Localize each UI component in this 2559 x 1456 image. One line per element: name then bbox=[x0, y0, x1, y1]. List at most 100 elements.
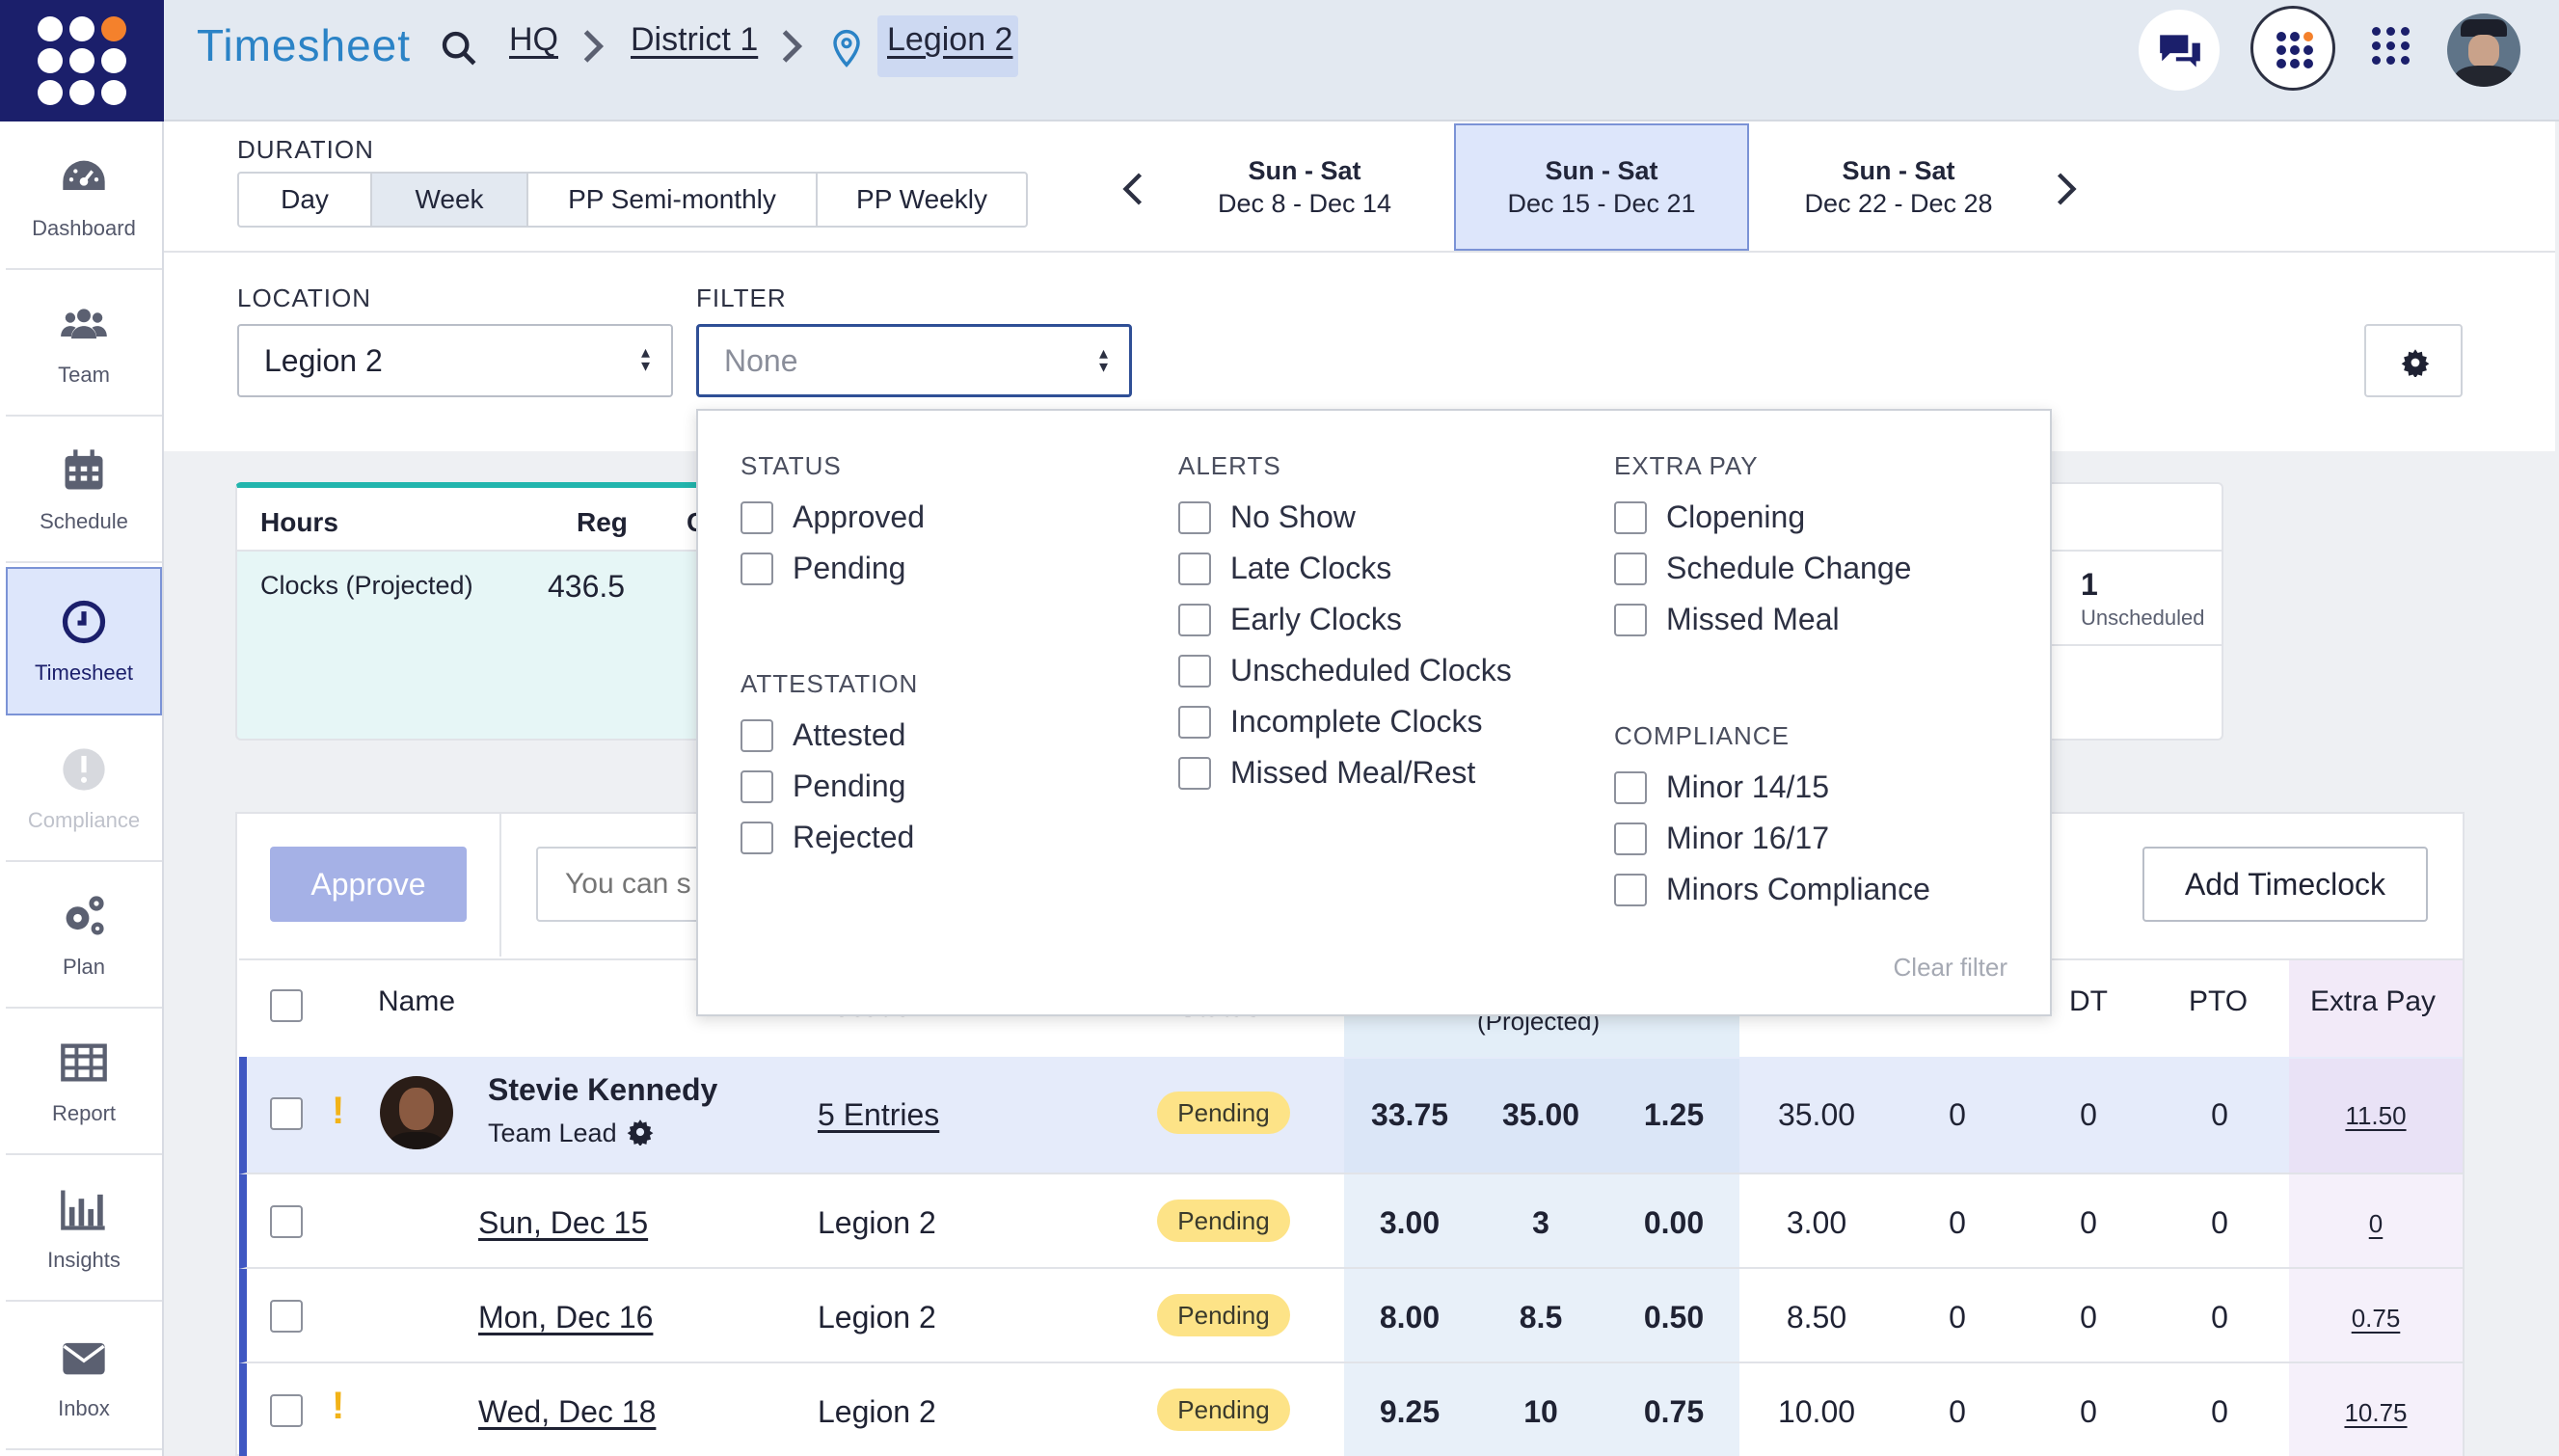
filter-option-early-clocks[interactable]: Early Clocks bbox=[1178, 602, 1402, 637]
sidebar-item-timesheet[interactable]: Timesheet bbox=[6, 567, 162, 715]
option-checkbox[interactable] bbox=[1178, 500, 1211, 534]
chevron-right-icon[interactable] bbox=[2052, 170, 2081, 208]
breadcrumb-location[interactable]: Legion 2 bbox=[887, 21, 1013, 58]
filter-option-missed-meal-rest[interactable]: Missed Meal/Rest bbox=[1178, 755, 1475, 791]
option-checkbox[interactable] bbox=[741, 552, 773, 585]
row-checkbox[interactable] bbox=[270, 1300, 303, 1333]
date-link[interactable]: Mon, Dec 16 bbox=[478, 1300, 654, 1335]
sidebar-item-label: Team bbox=[58, 363, 110, 387]
breadcrumb-hq[interactable]: HQ bbox=[509, 21, 558, 58]
approve-button[interactable]: Approve bbox=[270, 847, 467, 922]
sidebar-item-label: Compliance bbox=[27, 808, 141, 832]
filter-option-missed-meal[interactable]: Missed Meal bbox=[1614, 602, 1840, 637]
sidebar-item-inbox[interactable]: Inbox bbox=[6, 1306, 162, 1450]
grid-menu-icon[interactable] bbox=[2372, 27, 2410, 65]
filter-option-unscheduled-clocks[interactable]: Unscheduled Clocks bbox=[1178, 653, 1512, 688]
option-checkbox[interactable] bbox=[1614, 552, 1647, 585]
location-pin-icon bbox=[833, 29, 860, 67]
duration-week[interactable]: Week bbox=[370, 172, 528, 228]
gear-icon[interactable] bbox=[627, 1119, 654, 1146]
filter-dropdown: STATUS Approved Pending ATTESTATION Atte… bbox=[696, 409, 2052, 1016]
column-header-dt[interactable]: DT bbox=[2069, 985, 2108, 1017]
option-checkbox[interactable] bbox=[1614, 603, 1647, 636]
app-logo[interactable] bbox=[0, 0, 164, 121]
search-icon[interactable] bbox=[440, 29, 478, 67]
entries-link[interactable]: 5 Entries bbox=[818, 1097, 940, 1132]
duration-pp-semi-monthly[interactable]: PP Semi-monthly bbox=[526, 172, 818, 228]
filter-option-minor-16-17[interactable]: Minor 16/17 bbox=[1614, 821, 1829, 856]
row-checkbox[interactable] bbox=[270, 1097, 303, 1130]
extra-pay-link[interactable]: 11.50 bbox=[2345, 1101, 2407, 1130]
breadcrumb-current-bg bbox=[877, 15, 1018, 77]
option-checkbox[interactable] bbox=[1178, 552, 1211, 585]
chat-button[interactable] bbox=[2139, 10, 2220, 91]
column-header-extra-pay[interactable]: Extra Pay bbox=[2310, 985, 2437, 1017]
extra-pay-link[interactable]: 0.75 bbox=[2351, 1304, 2401, 1333]
date-link[interactable]: Wed, Dec 18 bbox=[478, 1394, 657, 1429]
value-cell: 8.50 bbox=[1786, 1300, 1847, 1335]
option-checkbox[interactable] bbox=[1178, 654, 1211, 688]
filter-option-clopening[interactable]: Clopening bbox=[1614, 499, 1805, 535]
dropdown-section-alerts: ALERTS bbox=[1178, 451, 1281, 480]
add-timeclock-button[interactable]: Add Timeclock bbox=[2142, 847, 2428, 922]
filter-option-late-clocks[interactable]: Late Clocks bbox=[1178, 551, 1391, 586]
option-checkbox[interactable] bbox=[1614, 873, 1647, 906]
filter-option-minors-compliance[interactable]: Minors Compliance bbox=[1614, 872, 1930, 907]
week-option[interactable]: Sun - Sat Dec 8 - Dec 14 bbox=[1157, 123, 1452, 251]
dropdown-section-extra-pay: EXTRA PAY bbox=[1614, 451, 1759, 480]
week-option[interactable]: Sun - Sat Dec 22 - Dec 28 bbox=[1751, 123, 2046, 251]
row-checkbox[interactable] bbox=[270, 1205, 303, 1238]
settings-button[interactable] bbox=[2364, 324, 2463, 397]
filter-option-rejected[interactable]: Rejected bbox=[741, 820, 914, 855]
sidebar-item-compliance[interactable]: Compliance bbox=[6, 717, 162, 862]
filter-select[interactable]: None ▴ ▾ bbox=[696, 324, 1132, 397]
filter-option-minor-14-15[interactable]: Minor 14/15 bbox=[1614, 769, 1829, 805]
option-checkbox[interactable] bbox=[1614, 822, 1647, 855]
duration-day[interactable]: Day bbox=[237, 172, 372, 228]
location-cell: Legion 2 bbox=[818, 1300, 936, 1335]
extra-pay-header-bg bbox=[2289, 960, 2463, 1057]
extra-pay-link[interactable]: 0 bbox=[2368, 1209, 2384, 1238]
option-checkbox[interactable] bbox=[1178, 756, 1211, 790]
option-checkbox[interactable] bbox=[1178, 603, 1211, 636]
sidebar-item-report[interactable]: Report bbox=[6, 1011, 162, 1155]
option-checkbox[interactable] bbox=[741, 718, 773, 752]
filter-option-attestation-pending[interactable]: Pending bbox=[741, 768, 905, 804]
sidebar-item-insights[interactable]: Insights bbox=[6, 1157, 162, 1302]
week-option-selected[interactable]: Sun - Sat Dec 15 - Dec 21 bbox=[1454, 123, 1749, 251]
filter-option-schedule-change[interactable]: Schedule Change bbox=[1614, 551, 1911, 586]
column-header-name[interactable]: Name bbox=[378, 985, 456, 1017]
date-link[interactable]: Sun, Dec 15 bbox=[478, 1205, 649, 1240]
option-checkbox[interactable] bbox=[1178, 705, 1211, 739]
sidebar-item-team[interactable]: Team bbox=[6, 272, 162, 417]
sidebar-item-plan[interactable]: Plan bbox=[6, 864, 162, 1009]
clear-filter-button[interactable]: Clear filter bbox=[1893, 953, 2007, 982]
apps-menu-button[interactable] bbox=[2250, 6, 2335, 91]
sidebar-item-label: Timesheet bbox=[35, 661, 133, 685]
filter-option-attested[interactable]: Attested bbox=[741, 717, 905, 753]
filter-option-no-show[interactable]: No Show bbox=[1178, 499, 1356, 535]
row-checkbox[interactable] bbox=[270, 1394, 303, 1427]
option-label: Early Clocks bbox=[1230, 602, 1402, 636]
filter-option-approved[interactable]: Approved bbox=[741, 499, 925, 535]
filter-option-incomplete-clocks[interactable]: Incomplete Clocks bbox=[1178, 704, 1482, 740]
option-checkbox[interactable] bbox=[741, 769, 773, 803]
column-header-pto[interactable]: PTO bbox=[2189, 985, 2249, 1017]
sidebar-item-label: Plan bbox=[62, 955, 106, 979]
sidebar-item-dashboard[interactable]: Dashboard bbox=[6, 125, 162, 270]
option-checkbox[interactable] bbox=[1614, 500, 1647, 534]
location-select[interactable]: Legion 2 ▴ ▾ bbox=[237, 324, 673, 397]
select-all-checkbox[interactable] bbox=[270, 989, 303, 1022]
user-avatar[interactable] bbox=[2447, 13, 2520, 87]
option-checkbox[interactable] bbox=[741, 821, 773, 854]
extra-pay-link[interactable]: 10.75 bbox=[2344, 1398, 2408, 1427]
duration-pp-weekly[interactable]: PP Weekly bbox=[816, 172, 1028, 228]
summary-row-label: Clocks (Projected) bbox=[260, 571, 473, 600]
filter-option-pending[interactable]: Pending bbox=[741, 551, 905, 586]
sidebar-item-schedule[interactable]: Schedule bbox=[6, 418, 162, 563]
option-checkbox[interactable] bbox=[1614, 770, 1647, 804]
employee-name[interactable]: Stevie Kennedy bbox=[488, 1072, 718, 1107]
breadcrumb-district[interactable]: District 1 bbox=[631, 21, 759, 58]
chevron-left-icon[interactable] bbox=[1118, 170, 1147, 208]
option-checkbox[interactable] bbox=[741, 500, 773, 534]
